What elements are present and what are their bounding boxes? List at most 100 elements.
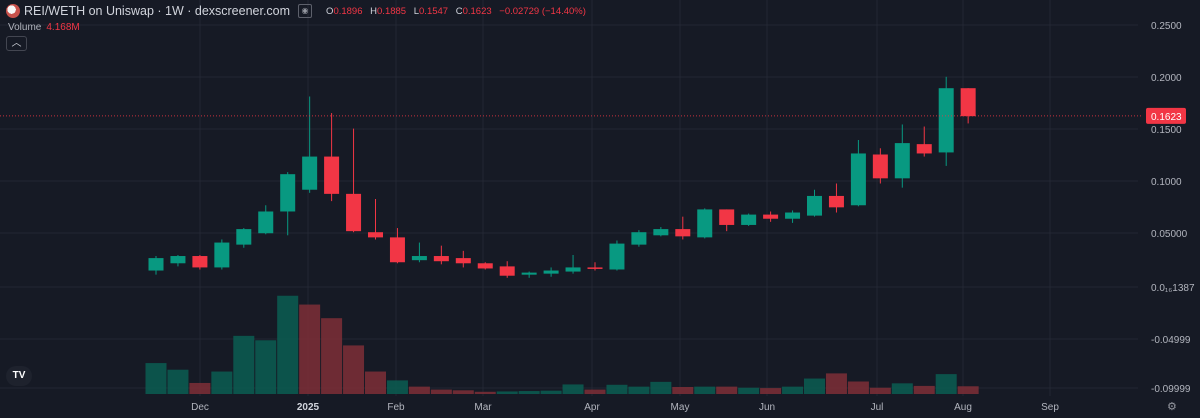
candle[interactable] xyxy=(653,227,669,237)
price-tick-label: 0.1000 xyxy=(1151,177,1182,188)
time-tick-label: Jul xyxy=(871,402,884,413)
candle[interactable] xyxy=(916,126,932,157)
candle-body xyxy=(938,88,954,153)
volume-bar xyxy=(584,389,606,394)
candle[interactable] xyxy=(214,239,230,270)
candle[interactable] xyxy=(960,88,976,124)
candle[interactable] xyxy=(872,148,888,184)
volume-bar xyxy=(957,386,979,394)
candle-body xyxy=(346,193,362,232)
candle-body xyxy=(170,256,186,264)
candle[interactable] xyxy=(324,113,340,202)
volume-bar xyxy=(167,369,189,394)
time-tick-label: Sep xyxy=(1041,402,1059,413)
volume-bar xyxy=(518,391,540,394)
volume-bar xyxy=(474,391,496,394)
candle[interactable] xyxy=(609,240,625,271)
candle[interactable] xyxy=(850,139,866,207)
volume-bar xyxy=(430,389,452,394)
candle-body xyxy=(258,211,274,234)
candle-body xyxy=(214,242,230,268)
candle[interactable] xyxy=(433,245,449,265)
candle[interactable] xyxy=(302,96,318,193)
series-legend: REI/WETH on Uniswap · 1W · dexscreener.c… xyxy=(6,3,586,19)
candle[interactable] xyxy=(631,230,647,247)
volume-bar xyxy=(760,388,782,394)
candle-body xyxy=(828,195,844,208)
volume-bars xyxy=(145,295,979,394)
time-tick-label: Apr xyxy=(584,402,600,413)
eye-icon[interactable]: ◉ xyxy=(298,4,313,18)
candle[interactable] xyxy=(236,228,252,248)
volume-bar xyxy=(606,384,628,394)
candle[interactable] xyxy=(258,205,274,235)
candle[interactable] xyxy=(192,254,208,270)
tradingview-logo-icon[interactable]: TV xyxy=(6,366,32,386)
volume-bar xyxy=(452,390,474,394)
candle[interactable] xyxy=(719,209,735,232)
candle[interactable] xyxy=(543,267,559,277)
candle-body xyxy=(719,209,735,225)
volume-bar xyxy=(540,390,562,394)
volume-bar xyxy=(782,386,804,394)
candle[interactable] xyxy=(807,189,822,217)
time-tick-label: Aug xyxy=(954,402,972,413)
candle[interactable] xyxy=(894,124,910,188)
candle[interactable] xyxy=(675,216,691,240)
candle-body xyxy=(763,214,779,219)
candle[interactable] xyxy=(697,208,713,239)
candle-body xyxy=(455,258,471,264)
time-tick-label: Feb xyxy=(387,402,405,413)
candle[interactable] xyxy=(346,128,362,233)
candle[interactable] xyxy=(170,254,186,267)
candle[interactable] xyxy=(785,210,801,223)
candle-body xyxy=(916,144,932,154)
candle-body xyxy=(785,212,801,219)
candle[interactable] xyxy=(455,250,471,268)
candle-body xyxy=(675,229,691,237)
volume-bar xyxy=(672,387,694,394)
candle-body xyxy=(872,154,888,179)
candle-body xyxy=(368,232,383,238)
volume-bar xyxy=(804,378,825,394)
candle[interactable] xyxy=(499,261,515,278)
close-label: C xyxy=(455,5,463,17)
low-value: 0.1547 xyxy=(419,5,449,17)
volume-bar xyxy=(869,387,891,394)
candle-body xyxy=(609,243,625,270)
candle[interactable] xyxy=(565,254,581,274)
candle[interactable] xyxy=(587,262,603,271)
candle[interactable] xyxy=(477,262,493,270)
volume-bar xyxy=(145,363,167,394)
candle[interactable] xyxy=(368,199,383,240)
gear-icon[interactable]: ⚙ xyxy=(1167,401,1177,413)
candle[interactable] xyxy=(411,242,427,263)
volume-bar xyxy=(277,295,299,394)
price-tick-label: 0.1500 xyxy=(1151,125,1182,136)
time-tick-label: Jun xyxy=(759,402,775,413)
price-axis[interactable]: 0.2500 0.2000 0.1500 0.1000 0.05000 0.0₁₆1387… xyxy=(1146,21,1195,395)
time-axis[interactable]: Dec 2025 Feb Mar Apr May Jun Jul Aug Sep xyxy=(191,402,1059,413)
chevron-up-icon[interactable]: ︿ xyxy=(6,36,27,51)
candle[interactable] xyxy=(828,183,844,213)
candle-body xyxy=(565,267,581,272)
price-tick-label: 0.2000 xyxy=(1151,73,1182,84)
candle[interactable] xyxy=(938,76,954,166)
volume-value: 4.168M xyxy=(46,22,80,33)
candle[interactable] xyxy=(521,271,537,278)
candle[interactable] xyxy=(280,172,296,236)
volume-bar xyxy=(913,385,935,394)
candle[interactable] xyxy=(389,228,405,264)
candle[interactable] xyxy=(763,211,779,222)
candle-body xyxy=(499,266,515,276)
candle-body xyxy=(850,153,866,206)
price-tick-label: 0.05000 xyxy=(1151,229,1188,240)
candle[interactable] xyxy=(148,256,164,275)
candle-body xyxy=(587,267,603,269)
candle-body xyxy=(148,258,164,271)
candle-body xyxy=(543,270,559,274)
candle[interactable] xyxy=(741,213,757,226)
candle-body xyxy=(324,156,340,194)
candle-body xyxy=(389,237,405,263)
